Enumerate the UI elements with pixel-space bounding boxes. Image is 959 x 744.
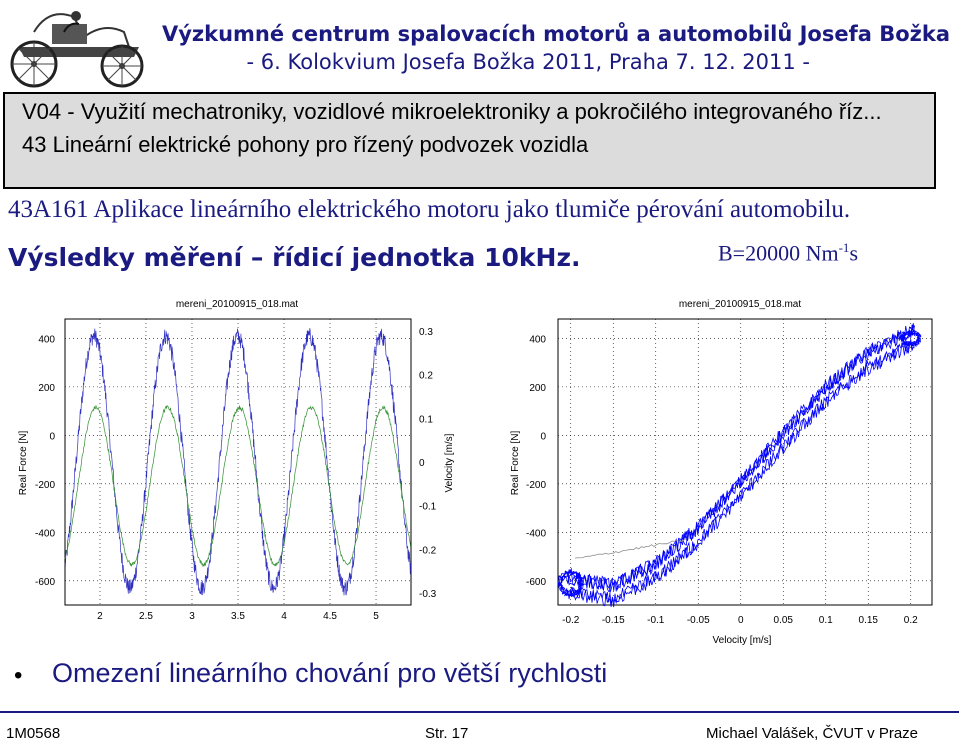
bullet-text: Omezení lineárního chování pro větší ryc…: [52, 658, 608, 688]
header-subtitle: - 6. Kolokvium Josefa Božka 2011, Praha …: [246, 50, 810, 74]
chart2-loop-line: [566, 324, 915, 593]
footer-project-code: 1M0568: [6, 725, 61, 742]
chart2-y-tick-label: -600: [526, 577, 546, 588]
chart1-y2-tick-label: 0: [419, 458, 425, 469]
chart2-neg-saturation: [557, 567, 584, 599]
chart1-y2-tick-label: -0.2: [419, 545, 437, 556]
chart2-title: mereni_20100915_018.mat: [679, 299, 802, 310]
chart2-x-ticks: -0.2 -0.15 -0.1 -0.05 0 0.05 0.1 0.15 0.2: [562, 615, 918, 626]
chart1-y2-tick-label: 0.2: [419, 371, 433, 382]
chart2-x-tick-label: -0.15: [602, 615, 625, 626]
chart1-y2label: Velocity [m/s]: [444, 433, 455, 492]
chart1-y2-tick-label: 0.3: [419, 327, 433, 338]
chart2-ylabel: Real Force [N]: [510, 431, 521, 496]
chart2-x-tick-label: 0.1: [819, 615, 833, 626]
damping-value: B=20000 Nm: [718, 240, 839, 266]
chart2-y-tick-label: 200: [529, 383, 546, 394]
damping-exponent: -1: [838, 240, 850, 255]
car-logo-icon: [4, 2, 156, 92]
chart2-x-tick-label: -0.05: [687, 615, 710, 626]
chart2-y-tick-label: 0: [540, 431, 546, 442]
chart1-y-tick-label: -400: [35, 528, 55, 539]
chart1-title: mereni_20100915_018.mat: [176, 299, 299, 310]
chart1-x-tick-label: 2: [97, 611, 103, 622]
chart1-velocity-line: [64, 405, 411, 567]
chart1-plot-frame: [64, 318, 412, 606]
footer-divider: [0, 711, 959, 713]
chart2-x-tick-label: 0.05: [774, 615, 794, 626]
footer-page-number: Str. 17: [425, 725, 469, 742]
chart2-y-tick-label: -200: [526, 480, 546, 491]
damping-unit: s: [849, 240, 858, 266]
chart1-y2-ticks: 0.3 0.2 0.1 0 -0.1 -0.2 -0.3: [419, 327, 437, 600]
chart1-grid: [65, 319, 411, 605]
topic-line-1: V04 - Využití mechatroniky, vozidlové mi…: [22, 99, 882, 124]
slide-subtitle: 43A161 Aplikace lineárního elektrického …: [8, 196, 851, 223]
chart1-y2-tick-label: -0.1: [419, 502, 437, 513]
chart2-series: [557, 323, 922, 608]
chart2-loop-line: [566, 341, 915, 608]
time-chart: mereni_20100915_018.mat 2 2.5 3 3.5 4 4.5 5 40…: [18, 299, 455, 622]
chart2-gray-trace: [574, 538, 688, 559]
topic-box: V04 - Využití mechatroniky, vozidlové mi…: [3, 92, 936, 189]
chart1-y-tick-label: -200: [35, 480, 55, 491]
chart2-y-tick-label: -400: [526, 528, 546, 539]
chart1-x-tick-label: 5: [373, 611, 379, 622]
chart1-ylabel: Real Force [N]: [18, 431, 29, 496]
chart1-y-tick-label: -600: [35, 577, 55, 588]
force-velocity-chart: mereni_20100915_018.mat -0.2 -0.15 -0.1 -0.…: [510, 299, 933, 646]
chart1-x-tick-label: 3: [189, 611, 195, 622]
bullet-icon: •: [14, 662, 23, 689]
chart1-x-tick-label: 2.5: [139, 611, 153, 622]
damping-coefficient: B=20000 Nm-1s: [718, 240, 858, 266]
chart1-y2-tick-label: 0.1: [419, 414, 433, 425]
chart2-plot-frame: [557, 318, 933, 606]
chart1-y-tick-label: 200: [38, 383, 55, 394]
chart1-series: [64, 328, 412, 596]
chart2-y-ticks: 400 200 0 -200 -400 -600: [526, 334, 546, 587]
footer-author: Michael Valášek, ČVUT v Praze: [706, 725, 919, 742]
topic-line-2: 43 Lineární elektrické pohony pro řízený…: [22, 132, 589, 157]
chart1-y-tick-label: 400: [38, 334, 55, 345]
chart1-force-line: [64, 328, 412, 596]
chart1-y-tick-label: 0: [49, 431, 55, 442]
chart1-x-tick-label: 4: [281, 611, 287, 622]
chart1-x-tick-label: 4.5: [323, 611, 337, 622]
results-heading: Výsledky měření – řídicí jednotka 10kHz.: [8, 243, 581, 272]
chart1-y2-tick-label: -0.3: [419, 589, 437, 600]
chart2-loop-line: [566, 323, 915, 592]
header-title: Výzkumné centrum spalovacích motorů a au…: [161, 22, 950, 46]
chart2-x-tick-label: 0: [738, 615, 744, 626]
chart2-y-tick-label: 400: [529, 334, 546, 345]
chart2-x-tick-label: 0.2: [904, 615, 918, 626]
chart2-x-tick-label: 0.15: [859, 615, 879, 626]
chart2-pos-saturation: [899, 329, 922, 347]
chart2-x-tick-label: -0.2: [562, 615, 580, 626]
chart1-x-tick-label: 3.5: [231, 611, 245, 622]
chart2-x-tick-label: -0.1: [647, 615, 665, 626]
chart1-y-ticks: 400 200 0 -200 -400 -600: [35, 334, 55, 587]
chart1-x-ticks: 2 2.5 3 3.5 4 4.5 5: [97, 611, 379, 622]
chart2-xlabel: Velocity [m/s]: [713, 635, 772, 646]
